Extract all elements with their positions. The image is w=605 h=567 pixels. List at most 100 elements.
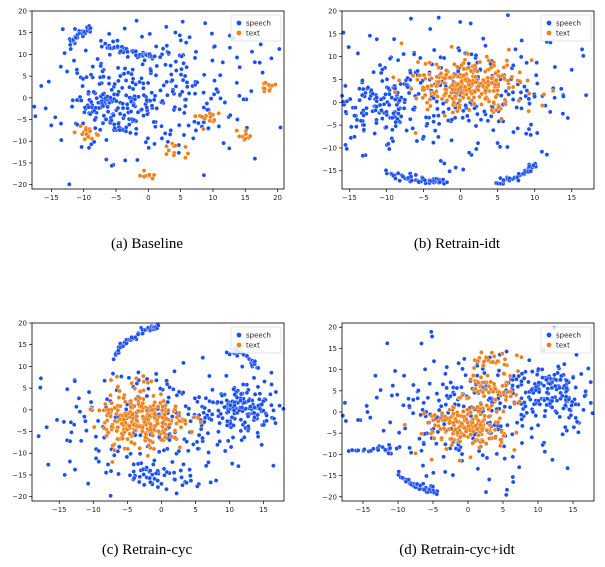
text-point [457, 98, 463, 103]
speech-point [530, 409, 536, 415]
speech-point [141, 81, 146, 86]
speech-point [371, 446, 376, 452]
speech-point [278, 125, 283, 130]
speech-point [99, 44, 105, 49]
speech-point [117, 127, 123, 133]
text-point [455, 64, 460, 70]
speech-point [144, 105, 149, 110]
speech-point [395, 171, 401, 176]
speech-point [392, 97, 398, 102]
speech-point [436, 134, 441, 140]
speech-point [93, 456, 99, 461]
speech-point [377, 62, 383, 68]
text-point [143, 435, 148, 440]
text-point [114, 411, 119, 417]
text-point [109, 400, 114, 406]
speech-point [495, 140, 500, 146]
speech-point [188, 418, 193, 424]
text-point [436, 79, 441, 85]
x-tick-label: −10 [76, 194, 91, 202]
speech-point [259, 442, 264, 448]
speech-point [183, 403, 188, 409]
text-point [141, 168, 147, 173]
speech-point [179, 89, 185, 95]
y-tick-label: −15 [322, 167, 337, 175]
speech-point [103, 117, 109, 122]
text-point [125, 446, 131, 452]
speech-point [401, 51, 406, 57]
text-point [421, 72, 427, 78]
speech-point [374, 95, 379, 100]
speech-point [116, 121, 121, 126]
text-point [442, 76, 448, 81]
speech-point [566, 397, 572, 402]
text-point [115, 384, 120, 390]
speech-point [232, 392, 238, 397]
text-point [149, 407, 155, 413]
speech-point [352, 113, 357, 118]
speech-point [166, 395, 171, 400]
speech-point [160, 46, 166, 51]
text-point [492, 427, 498, 433]
speech-point [524, 60, 529, 66]
speech-point [393, 119, 398, 125]
text-point [492, 386, 498, 392]
text-point [162, 412, 167, 418]
text-point [483, 355, 489, 360]
text-point [442, 113, 448, 118]
text-point [234, 128, 240, 133]
text-point [526, 108, 531, 114]
speech-point [534, 130, 540, 136]
speech-point [397, 98, 402, 103]
speech-point [583, 389, 588, 394]
speech-point [523, 131, 529, 136]
y-tick-label: 0 [333, 99, 337, 107]
speech-point [560, 393, 565, 399]
speech-point [217, 72, 223, 78]
text-point [504, 58, 510, 63]
text-point [156, 429, 161, 434]
x-tick-label: 5 [495, 194, 499, 202]
legend: speech text [540, 326, 592, 354]
speech-point [544, 152, 550, 157]
speech-point [80, 83, 85, 89]
speech-point [79, 98, 84, 103]
speech-point [112, 453, 117, 458]
speech-point [540, 375, 545, 380]
text-point [478, 402, 484, 407]
speech-point [236, 463, 241, 469]
speech-point [393, 176, 398, 181]
speech-point [180, 19, 185, 24]
speech-point [504, 487, 510, 493]
text-point [504, 63, 510, 68]
text-point [391, 75, 396, 80]
speech-point [178, 72, 184, 77]
speech-point [408, 77, 413, 83]
speech-point [457, 48, 462, 53]
speech-point [110, 371, 116, 376]
speech-point [187, 467, 192, 472]
text-point [486, 407, 491, 412]
speech-point [143, 139, 149, 145]
speech-point [119, 85, 125, 91]
text-point [471, 405, 476, 411]
speech-point [186, 448, 191, 454]
speech-point [198, 426, 204, 432]
speech-point [264, 413, 269, 418]
speech-point [151, 119, 156, 125]
speech-point [77, 409, 83, 414]
speech-point [109, 163, 115, 169]
speech-point [148, 479, 153, 485]
speech-point [195, 399, 200, 405]
speech-point [401, 373, 407, 378]
speech-point [561, 94, 566, 99]
text-point [514, 430, 519, 435]
speech-point [588, 400, 594, 406]
y-tick-label: −15 [12, 159, 27, 167]
speech-point [386, 141, 391, 147]
text-point [429, 76, 434, 81]
text-point [470, 419, 475, 425]
text-point [443, 86, 449, 92]
speech-point [349, 124, 354, 130]
speech-point [173, 84, 179, 89]
